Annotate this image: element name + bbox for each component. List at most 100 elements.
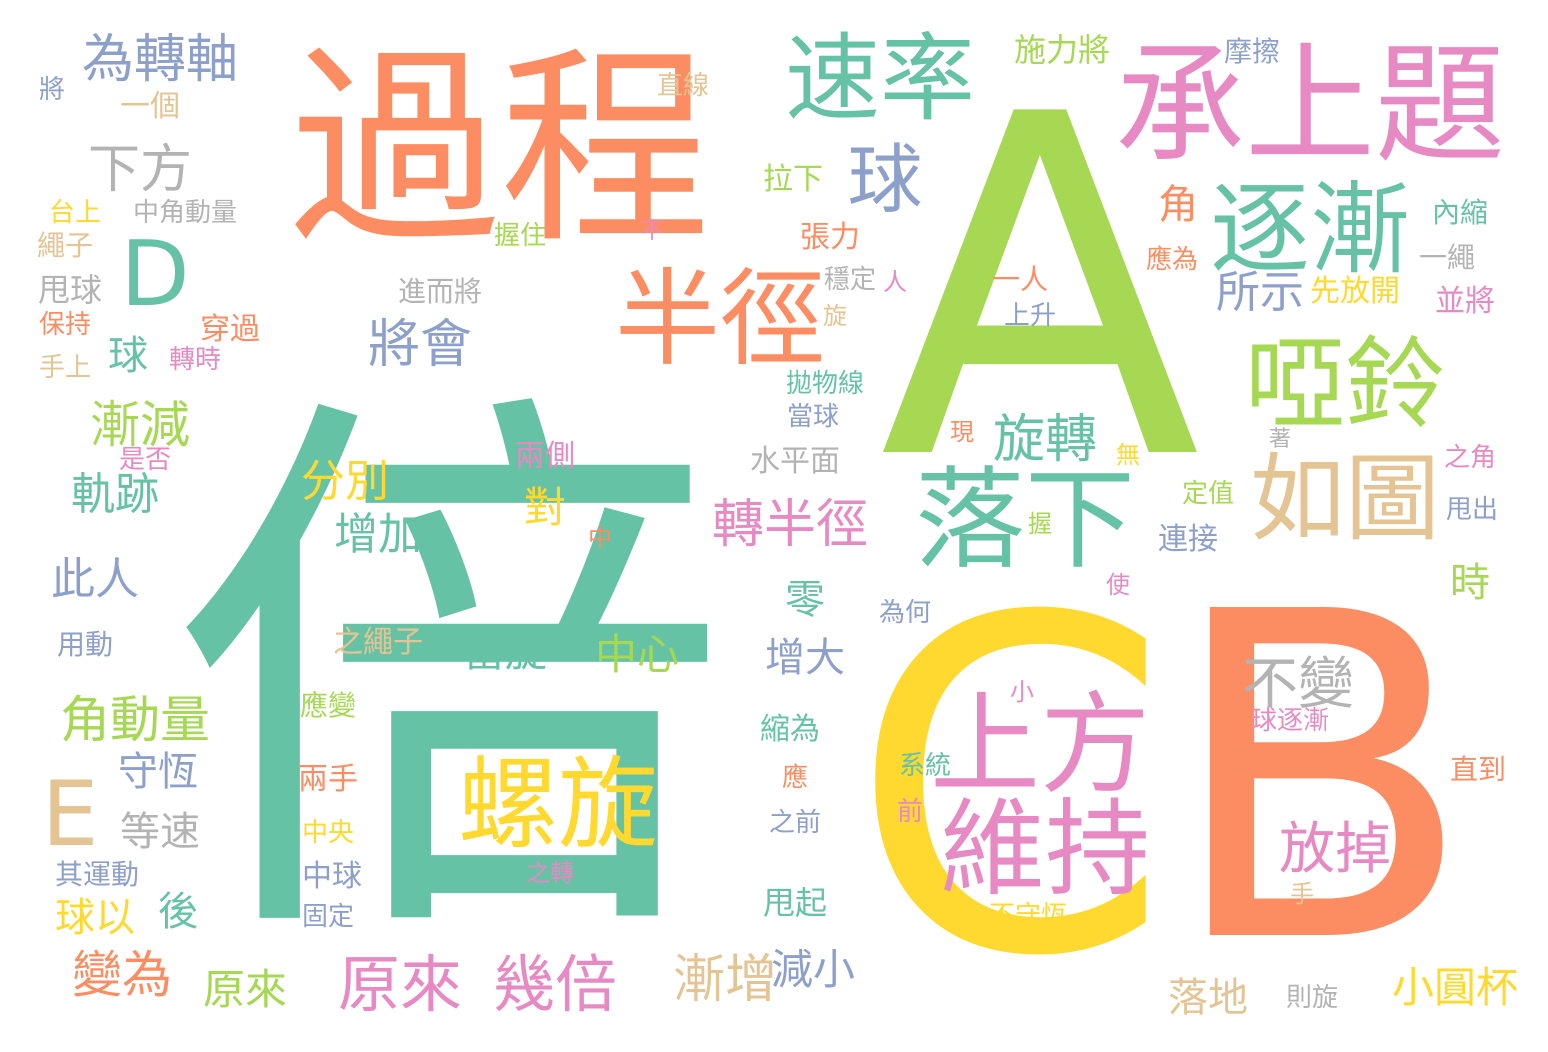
word-57: 台上 <box>48 198 102 228</box>
word-7: 逐漸 <box>1210 171 1410 288</box>
word-16: D <box>120 222 190 327</box>
word-25: 守恆 <box>118 749 198 795</box>
word-73: 人 <box>883 268 907 296</box>
word-72: 穩定 <box>823 265 877 295</box>
word-36: 落地 <box>1168 975 1248 1021</box>
word-2: C <box>849 522 1171 1052</box>
word-75: 進而將 <box>397 275 483 308</box>
word-102: 縮為 <box>760 712 820 747</box>
word-83: 拋物線 <box>785 369 865 399</box>
word-15: 球 <box>847 135 923 224</box>
word-42: 增加 <box>334 509 422 560</box>
word-10: 落下 <box>915 456 1135 584</box>
word-4: 過程 <box>289 27 711 272</box>
word-27: 後 <box>158 889 198 935</box>
word-107: 中央 <box>301 818 355 848</box>
word-68: 握住 <box>493 221 547 251</box>
word-69: 不 <box>640 219 664 244</box>
word-44: 零 <box>785 577 825 623</box>
word-33: 漸增 <box>672 950 778 1010</box>
word-96: 使 <box>1106 571 1130 599</box>
word-53: 施力將 <box>1013 31 1111 69</box>
word-26: 等速 <box>120 809 200 855</box>
word-12: 上方 <box>930 681 1150 809</box>
word-62: 手上 <box>38 353 92 383</box>
word-59: 繩子 <box>36 229 94 262</box>
word-92: 握 <box>1028 510 1052 538</box>
word-54: 摩擦 <box>1223 35 1281 68</box>
word-112: 固定 <box>301 902 355 932</box>
word-100: 球逐漸 <box>1250 706 1330 736</box>
word-39: 旋轉 <box>992 410 1098 470</box>
word-74: 旋 <box>823 302 847 330</box>
word-110: 中球 <box>302 859 362 894</box>
word-32: 幾倍 <box>492 948 618 1021</box>
word-0: 倍 <box>170 354 730 1006</box>
word-91: 定值 <box>1181 479 1235 509</box>
word-18: 為轉軸 <box>81 30 239 90</box>
word-1: A <box>879 16 1201 563</box>
word-63: 穿過 <box>200 312 260 347</box>
word-6: 速率 <box>784 24 976 135</box>
word-30: 原來 <box>202 965 288 1014</box>
word-109: 前 <box>896 797 924 827</box>
word-95: 中 <box>588 524 612 552</box>
word-21: 漸減 <box>90 396 190 454</box>
word-87: 著 <box>1268 427 1292 452</box>
word-114: 不守恆 <box>988 901 1068 931</box>
word-90: 兩側 <box>515 439 575 474</box>
word-60: 甩球 <box>37 271 103 309</box>
word-46: 中心 <box>594 630 680 679</box>
word-85: 現 <box>950 418 974 446</box>
word-8: 半徑 <box>614 258 826 381</box>
word-20: 將會 <box>367 315 473 375</box>
word-48: 所示 <box>1216 267 1304 318</box>
word-9: 啞鈴 <box>1245 326 1445 443</box>
word-93: 甩出 <box>1445 495 1499 525</box>
word-19: 下方 <box>87 140 193 200</box>
word-43: 對 <box>523 483 567 532</box>
word-40: 轉半徑 <box>711 495 869 555</box>
word-49: 角 <box>1158 182 1198 228</box>
word-47: 增大 <box>765 635 845 681</box>
word-28: 球以 <box>55 895 135 941</box>
word-31: 原來 <box>337 948 463 1021</box>
word-29: 變為 <box>72 946 172 1004</box>
word-113: 甩起 <box>762 884 828 922</box>
word-103: 系統 <box>898 751 952 781</box>
word-35: 小圓杯 <box>1391 963 1519 1012</box>
word-104: 兩手 <box>298 762 358 797</box>
word-11: 如圖 <box>1249 444 1441 555</box>
word-111: 之轉 <box>526 859 574 887</box>
word-67: 其運動 <box>54 858 140 891</box>
word-3: B <box>1165 518 1475 1042</box>
word-99: 小 <box>1010 678 1034 706</box>
word-50: 時 <box>1450 560 1490 606</box>
word-105: 應 <box>781 763 809 793</box>
word-88: 之角 <box>1443 443 1497 473</box>
word-45: 當旋 <box>462 627 548 676</box>
word-84: 當球 <box>786 402 840 432</box>
word-98: 之繩子 <box>333 625 423 660</box>
word-70: 拉下 <box>763 162 823 197</box>
word-23: 此人 <box>51 554 139 605</box>
word-106: 直到 <box>1449 753 1507 786</box>
word-38: 不變 <box>1242 652 1354 717</box>
word-82: 並將 <box>1435 284 1495 319</box>
word-52: 直線 <box>656 71 710 101</box>
word-86: 無 <box>1116 441 1140 469</box>
word-51: 球 <box>108 333 148 379</box>
word-13: 維持 <box>939 788 1151 911</box>
word-65: 是否 <box>118 445 172 475</box>
word-94: 連接 <box>1158 522 1218 557</box>
word-34: 減小 <box>770 945 856 994</box>
word-41: 分別 <box>301 456 389 507</box>
word-24: 角動量 <box>60 691 210 749</box>
word-66: 用動 <box>56 628 114 661</box>
word-56: 一個 <box>120 89 180 124</box>
word-108: 之前 <box>768 808 822 838</box>
word-58: 中角動量 <box>132 198 238 228</box>
word-64: 轉時 <box>168 345 222 375</box>
word-101: 應變 <box>299 689 357 722</box>
